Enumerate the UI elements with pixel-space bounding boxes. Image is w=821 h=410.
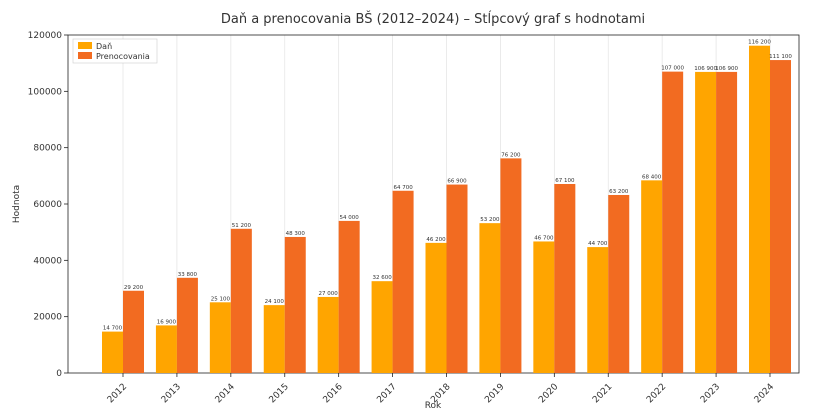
- value-label-prenocovania-2020: 67 100: [555, 178, 575, 184]
- x-tick-label-2021: 2021: [591, 382, 614, 405]
- x-tick-label-2024: 2024: [753, 382, 776, 405]
- bar-dan-2019: [479, 223, 501, 373]
- bar-prenocovania-2016: [338, 220, 360, 373]
- bar-dan-2016: [317, 296, 339, 373]
- x-tick-label-2022: 2022: [645, 382, 668, 405]
- bar-prenocovania-2014: [230, 228, 252, 373]
- x-tick-label-2023: 2023: [699, 382, 722, 405]
- value-label-dan-2021: 44 700: [588, 241, 608, 247]
- bar-dan-2014: [209, 302, 231, 373]
- legend-swatch-prenocovania: [78, 52, 92, 59]
- value-label-prenocovania-2023: 106 900: [715, 66, 738, 72]
- x-tick-label-2012: 2012: [106, 382, 129, 405]
- y-tick-label-60000: 60000: [33, 200, 62, 210]
- y-tick-label-20000: 20000: [33, 313, 62, 323]
- value-label-prenocovania-2019: 76 200: [501, 152, 521, 158]
- bar-dan-2018: [425, 242, 447, 373]
- bars: [102, 45, 791, 374]
- legend-label-prenocovania: Prenocovania: [96, 52, 150, 61]
- bar-dan-2023: [695, 71, 717, 374]
- bar-prenocovania-2012: [123, 290, 144, 373]
- y-tick-label-80000: 80000: [33, 144, 62, 154]
- x-tick-label-2015: 2015: [268, 382, 291, 405]
- y-axis-ticks: 0 20000 40000 60000 80000 100000 120000: [28, 31, 68, 379]
- value-label-dan-2013: 16 900: [157, 319, 177, 325]
- value-label-dan-2012: 14 700: [103, 326, 123, 332]
- value-label-prenocovania-2015: 48 300: [286, 231, 306, 237]
- value-label-prenocovania-2022: 107 000: [661, 66, 684, 72]
- bar-prenocovania-2020: [554, 184, 576, 373]
- x-tick-label-2014: 2014: [214, 382, 237, 405]
- value-labels: 14 700 16 900 25 100 24 100 27 000 32 600 46 2…: [103, 40, 792, 332]
- bar-dan-2022: [641, 180, 663, 373]
- value-label-prenocovania-2012: 29 200: [124, 285, 144, 291]
- bar-prenocovania-2018: [446, 184, 468, 373]
- value-label-prenocovania-2017: 64 700: [393, 185, 413, 191]
- bar-prenocovania-2023: [716, 71, 738, 374]
- value-label-prenocovania-2021: 63 200: [609, 189, 629, 195]
- y-tick-label-100000: 100000: [28, 87, 63, 97]
- x-tick-label-2017: 2017: [375, 382, 398, 405]
- bar-dan-2015: [263, 305, 285, 373]
- value-label-dan-2016: 27 000: [319, 291, 339, 297]
- bar-dan-2017: [371, 281, 393, 373]
- legend-label-dan: Daň: [96, 41, 112, 51]
- x-tick-label-2013: 2013: [160, 382, 183, 405]
- value-label-dan-2024: 116 200: [748, 40, 771, 46]
- value-label-dan-2023: 106 900: [694, 66, 717, 72]
- value-label-dan-2019: 53 200: [480, 217, 500, 223]
- bar-dan-2013: [155, 325, 177, 373]
- bar-prenocovania-2015: [284, 236, 306, 373]
- bar-prenocovania-2019: [500, 158, 522, 373]
- y-axis-label: Hodnota: [12, 185, 22, 223]
- chart-title: Daň a prenocovania BŠ (2012–2024) – Stĺp…: [221, 11, 645, 27]
- bar-dan-2021: [587, 247, 609, 373]
- y-tick-label-40000: 40000: [33, 256, 62, 266]
- bar-prenocovania-2024: [770, 60, 791, 374]
- value-label-dan-2015: 24 100: [265, 299, 285, 305]
- bar-dan-2024: [749, 45, 770, 373]
- legend-swatch-dan: [78, 42, 92, 49]
- value-label-dan-2020: 46 700: [534, 235, 554, 241]
- value-label-prenocovania-2013: 33 800: [178, 272, 198, 278]
- value-label-prenocovania-2024: 111 100: [769, 54, 792, 60]
- bar-prenocovania-2022: [662, 71, 684, 373]
- value-label-prenocovania-2016: 54 000: [340, 215, 360, 221]
- bar-dan-2012: [102, 331, 123, 373]
- legend: Daň Prenocovania: [72, 38, 158, 64]
- bar-prenocovania-2021: [608, 194, 630, 373]
- x-tick-label-2020: 2020: [537, 382, 560, 405]
- bar-prenocovania-2013: [176, 277, 198, 373]
- value-label-prenocovania-2014: 51 200: [232, 223, 252, 229]
- bar-prenocovania-2017: [392, 190, 414, 373]
- y-tick-label-120000: 120000: [28, 31, 63, 41]
- x-tick-label-2019: 2019: [483, 382, 506, 405]
- bar-dan-2020: [533, 241, 555, 373]
- x-tick-label-2016: 2016: [322, 382, 345, 405]
- value-label-prenocovania-2018: 66 900: [447, 179, 467, 185]
- y-tick-label-0: 0: [56, 369, 62, 379]
- value-label-dan-2017: 32 600: [372, 275, 392, 281]
- value-label-dan-2018: 46 200: [426, 237, 446, 243]
- value-label-dan-2014: 25 100: [211, 296, 231, 302]
- value-label-dan-2022: 68 400: [642, 174, 662, 180]
- x-axis-label: Rok: [425, 401, 442, 410]
